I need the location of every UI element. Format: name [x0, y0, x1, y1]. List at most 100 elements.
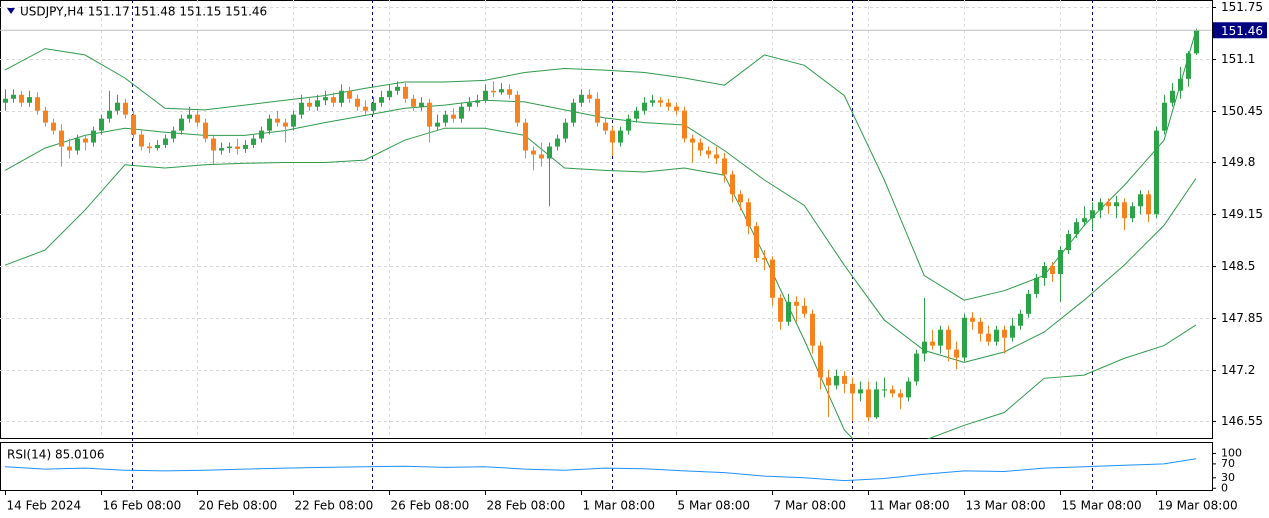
- candle-body: [419, 102, 424, 107]
- candle-body: [922, 341, 927, 354]
- y-tick-label: 149.8: [1221, 155, 1255, 169]
- candle-body: [459, 106, 464, 119]
- plot: [3, 28, 1199, 439]
- x-tick-label: 1 Mar 08:00: [583, 499, 656, 513]
- candle-body: [1146, 194, 1151, 215]
- collapse-icon[interactable]: [7, 8, 15, 14]
- candle-body: [650, 100, 655, 103]
- candle-body: [1010, 325, 1015, 338]
- y-tick-label: 70: [1221, 457, 1235, 470]
- candle-body: [83, 138, 88, 143]
- candle-body: [634, 110, 639, 119]
- candle-body: [834, 375, 839, 386]
- candle-body: [283, 122, 288, 127]
- candle-body: [371, 102, 376, 111]
- candle-body: [571, 102, 576, 123]
- candle-body: [131, 114, 136, 135]
- candle-body: [507, 89, 512, 95]
- candle-body: [219, 148, 224, 151]
- x-tick-label: 7 Mar 08:00: [774, 499, 847, 513]
- candle-body: [139, 134, 144, 147]
- candle-body: [251, 138, 256, 145]
- candle-body: [163, 138, 168, 145]
- candle-body: [563, 122, 568, 139]
- candle-body: [411, 98, 416, 107]
- candle-body: [714, 154, 719, 159]
- y-tick-label: 150.45: [1221, 104, 1263, 118]
- candle-body: [435, 122, 440, 127]
- candle-body: [467, 102, 472, 107]
- x-tick-label: 28 Feb 08:00: [487, 499, 566, 513]
- price-panel: [0, 0, 1213, 439]
- candle-body: [642, 102, 647, 111]
- candle-body: [930, 341, 935, 346]
- candle-body: [858, 389, 863, 394]
- rsi-panel: [0, 442, 1213, 491]
- candle-body: [618, 130, 623, 143]
- candle-body: [515, 94, 520, 123]
- candle-body: [626, 118, 631, 131]
- candle-body: [19, 94, 24, 103]
- candle-body: [1090, 210, 1095, 219]
- candle-body: [539, 154, 544, 159]
- x-tick-label: 16 Feb 08:00: [103, 499, 182, 513]
- candle-body: [1138, 194, 1143, 207]
- candle-body: [762, 258, 767, 260]
- candle-body: [491, 90, 496, 93]
- candle-body: [1194, 30, 1199, 54]
- candle-body: [658, 100, 663, 103]
- candle-body: [483, 90, 488, 101]
- candle-body: [243, 144, 248, 149]
- candle-body: [1058, 250, 1063, 274]
- candle-body: [1074, 222, 1079, 235]
- x-tick-label: 20 Feb 08:00: [199, 499, 278, 513]
- candle-body: [99, 118, 104, 131]
- candle-body: [730, 174, 735, 195]
- candle-body: [794, 301, 799, 306]
- candle-body: [706, 150, 711, 155]
- x-tick-label: 22 Feb 08:00: [295, 499, 374, 513]
- candle-body: [962, 317, 967, 358]
- candle-body: [387, 90, 392, 98]
- candle-body: [339, 90, 344, 103]
- candle-body: [331, 97, 336, 103]
- candle-body: [970, 317, 975, 322]
- candle-body: [115, 102, 120, 111]
- candle-body: [1162, 102, 1167, 131]
- candle-body: [778, 297, 783, 322]
- candle-body: [746, 202, 751, 227]
- candle-body: [603, 122, 608, 131]
- candle-body: [1154, 130, 1159, 215]
- y-tick-label: 148.5: [1221, 259, 1255, 273]
- x-tick-label: 11 Mar 08:00: [870, 499, 950, 513]
- candle-body: [91, 130, 96, 143]
- candle-body: [1186, 53, 1191, 79]
- candle-body: [363, 106, 368, 111]
- candle-body: [147, 146, 152, 149]
- candle-body: [355, 98, 360, 107]
- candle-body: [1050, 265, 1055, 274]
- candle-body: [994, 329, 999, 342]
- candle-body: [451, 114, 456, 119]
- candle-body: [890, 389, 895, 394]
- candle-body: [3, 98, 8, 103]
- candle-body: [347, 90, 352, 99]
- candle-body: [1018, 313, 1023, 326]
- candle-body: [155, 144, 160, 149]
- candle-body: [1098, 202, 1103, 211]
- candle-body: [203, 122, 208, 139]
- candle-body: [690, 138, 695, 143]
- candle-body: [610, 130, 615, 143]
- candle-body: [946, 329, 951, 350]
- candle-body: [722, 158, 727, 175]
- candle-body: [1082, 218, 1087, 223]
- candle-body: [874, 389, 879, 418]
- candle-body: [850, 383, 855, 394]
- candle-body: [499, 89, 504, 93]
- x-tick-label: 15 Mar 08:00: [1062, 499, 1142, 513]
- candle-body: [307, 102, 312, 107]
- candle-body: [395, 86, 400, 91]
- candle-body: [107, 110, 112, 119]
- candle-body: [698, 142, 703, 151]
